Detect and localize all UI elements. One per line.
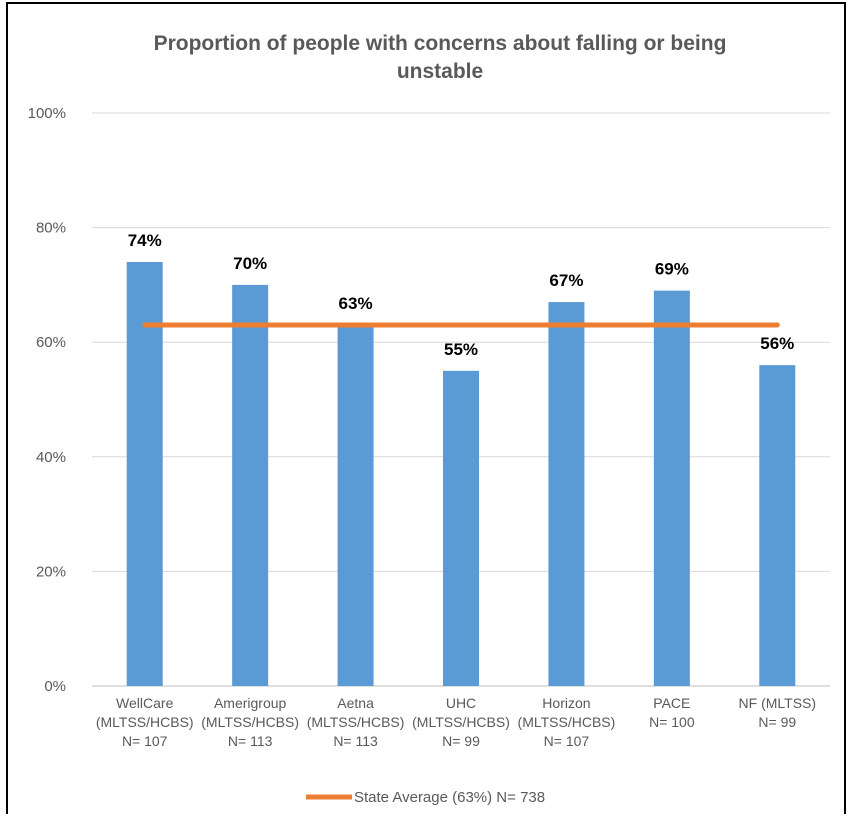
x-category-label: N= 99 xyxy=(758,714,796,730)
bar xyxy=(653,290,690,686)
x-category-label: N= 107 xyxy=(544,733,590,749)
data-label: 70% xyxy=(233,254,267,273)
data-label: 63% xyxy=(339,294,373,313)
x-category-label: (MLTSS/HCBS) xyxy=(518,714,616,730)
x-category-label: PACE xyxy=(653,695,690,711)
chart-title-line: Proportion of people with concerns about… xyxy=(154,32,727,55)
y-tick-label: 40% xyxy=(36,449,66,466)
data-label: 69% xyxy=(655,260,689,279)
x-category-label: (MLTSS/HCBS) xyxy=(96,714,194,730)
chart-frame xyxy=(6,2,846,814)
x-category-label: N= 113 xyxy=(228,733,273,749)
x-category-label: (MLTSS/HCBS) xyxy=(412,714,510,730)
data-label: 55% xyxy=(444,340,478,359)
x-category-label: N= 100 xyxy=(649,714,695,730)
y-tick-label: 20% xyxy=(36,563,66,580)
x-category-label: (MLTSS/HCBS) xyxy=(201,714,299,730)
y-tick-label: 0% xyxy=(44,678,66,695)
legend-label: State Average (63%) N= 738 xyxy=(354,789,545,806)
bar xyxy=(126,261,163,686)
data-label: 74% xyxy=(128,231,162,250)
x-category-label: Amerigroup xyxy=(214,695,287,711)
y-tick-label: 60% xyxy=(36,334,66,351)
x-category-label: N= 107 xyxy=(122,733,168,749)
x-category-label: (MLTSS/HCBS) xyxy=(307,714,405,730)
x-category-label: UHC xyxy=(446,695,476,711)
x-category-label: NF (MLTSS) xyxy=(739,695,817,711)
bars xyxy=(126,261,796,686)
y-axis-ticks: 0% 20% 40% 60% 80% 100% xyxy=(28,105,66,695)
y-tick-label: 80% xyxy=(36,220,66,237)
x-category-label: N= 113 xyxy=(333,733,378,749)
bar xyxy=(232,284,269,686)
y-tick-label: 100% xyxy=(28,105,66,122)
x-category-label: Aetna xyxy=(337,695,374,711)
x-category-label: WellCare xyxy=(116,695,174,711)
bar xyxy=(548,302,585,686)
chart-title-line: unstable xyxy=(397,60,483,83)
x-category-label: N= 99 xyxy=(442,733,480,749)
bar xyxy=(443,370,479,686)
x-category-label: Horizon xyxy=(542,695,590,711)
bar xyxy=(337,325,374,686)
bar xyxy=(759,365,796,686)
x-axis-categories: WellCare (MLTSS/HCBS) N= 107 Amerigroup (MLT… xyxy=(96,695,816,749)
data-label: 67% xyxy=(549,271,583,290)
data-labels: 74% 70% 63% 55% 67% 69% 56% xyxy=(128,231,795,359)
chart-title: Proportion of people with concerns about… xyxy=(154,32,727,83)
legend: State Average (63%) N= 738 xyxy=(306,789,545,806)
data-label: 56% xyxy=(760,334,794,353)
